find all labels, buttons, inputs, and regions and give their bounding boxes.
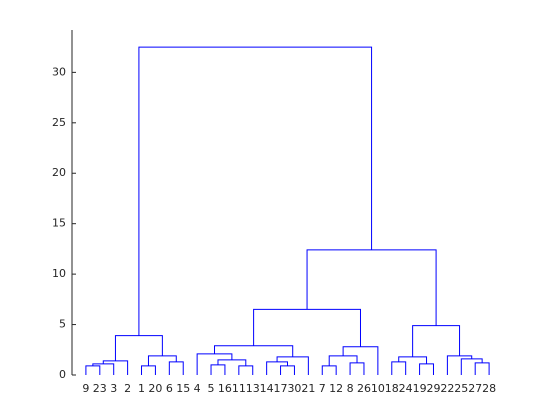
link — [168, 361, 184, 375]
link — [214, 345, 294, 357]
leaf-label: 30 — [287, 382, 301, 395]
leaf-label: 22 — [440, 382, 454, 395]
y-tick-label: 10 — [52, 267, 66, 280]
leaf-label: 25 — [454, 382, 468, 395]
link — [342, 346, 379, 375]
y-tick-label: 15 — [52, 217, 66, 230]
link — [280, 365, 295, 375]
y-tick-label: 5 — [59, 318, 66, 331]
link — [196, 353, 233, 375]
link — [102, 360, 129, 375]
leaf-label: 1 — [138, 382, 145, 395]
link — [412, 325, 461, 357]
leaf-label: 26 — [357, 382, 371, 395]
link — [238, 365, 254, 375]
link — [253, 308, 361, 347]
leaf-label: 6 — [166, 382, 173, 395]
link — [349, 362, 365, 375]
leaf-label: 4 — [194, 382, 201, 395]
leaf-label: 20 — [148, 382, 162, 395]
leaf-label: 19 — [413, 382, 427, 395]
link — [210, 364, 226, 375]
leaf-label: 9 — [82, 382, 89, 395]
leaf-label: 8 — [347, 382, 354, 395]
leaf-label: 13 — [246, 382, 260, 395]
link — [321, 365, 337, 375]
y-tick-label: 20 — [52, 166, 66, 179]
link — [85, 365, 101, 375]
leaf-label: 28 — [482, 382, 496, 395]
link — [391, 361, 407, 375]
link — [419, 363, 434, 375]
link — [266, 361, 288, 375]
leaf-label: 14 — [260, 382, 274, 395]
y-tick-label: 25 — [52, 116, 66, 129]
leaf-label: 7 — [319, 382, 326, 395]
link — [474, 362, 490, 375]
leaf-label: 17 — [274, 382, 288, 395]
leaf-label: 2 — [124, 382, 131, 395]
link — [398, 356, 428, 364]
leaf-label: 15 — [176, 382, 190, 395]
leaf-label: 27 — [468, 382, 482, 395]
link — [328, 355, 358, 366]
y-tick-label: 30 — [52, 65, 66, 78]
link — [141, 365, 156, 375]
leaf-label: 24 — [399, 382, 413, 395]
leaf-label: 5 — [208, 382, 215, 395]
leaf-label: 18 — [385, 382, 399, 395]
link — [92, 363, 115, 375]
leaf-label: 10 — [371, 382, 385, 395]
leaf-label: 3 — [110, 382, 117, 395]
link — [147, 355, 177, 366]
leaf-label: 16 — [218, 382, 232, 395]
leaf-label: 21 — [301, 382, 315, 395]
leaf-label: 12 — [329, 382, 343, 395]
link — [138, 46, 373, 336]
link — [306, 249, 437, 326]
link — [114, 335, 163, 361]
leaf-label: 23 — [93, 382, 107, 395]
y-tick-label: 0 — [59, 368, 66, 381]
link — [460, 358, 483, 375]
leaf-label: 29 — [426, 382, 440, 395]
leaf-label: 11 — [232, 382, 246, 395]
